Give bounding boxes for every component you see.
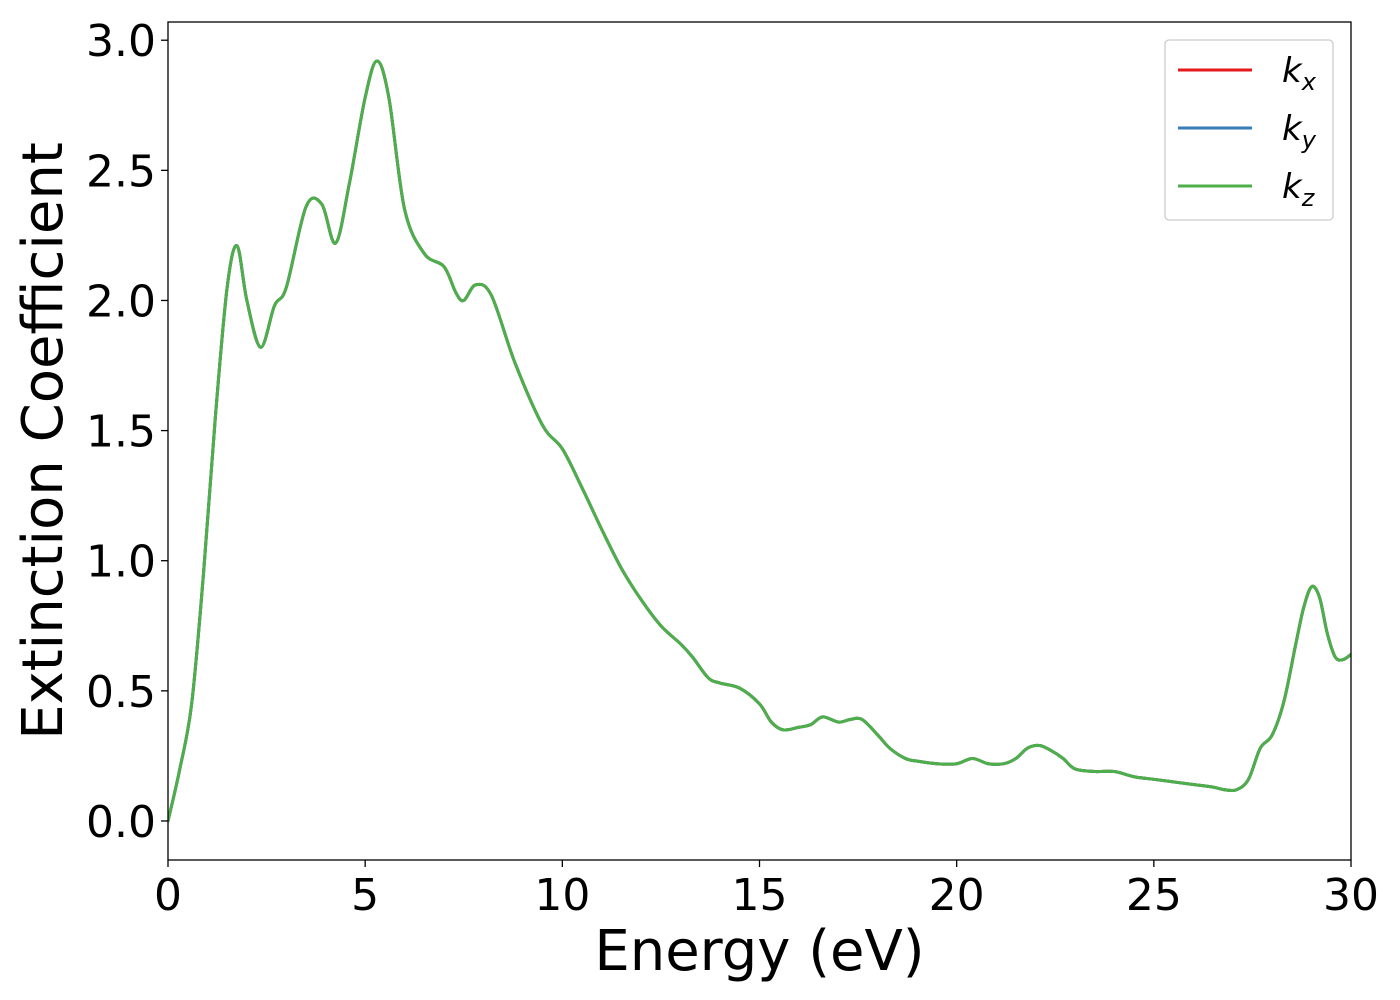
y-tick-label: 1.5 <box>86 407 156 458</box>
y-tick-label: 2.0 <box>86 276 156 327</box>
legend-label-kz: kz <box>1282 167 1316 212</box>
x-tick-label: 5 <box>351 870 379 921</box>
legend-box <box>1164 39 1334 221</box>
y-axis-title: Extinction Coefficient <box>11 142 76 740</box>
y-tick-label: 0.5 <box>86 667 156 718</box>
x-axis-title: Energy (eV) <box>594 919 924 984</box>
x-tick-label: 10 <box>534 870 590 921</box>
x-tick-label: 30 <box>1323 870 1379 921</box>
y-tick-label: 3.0 <box>86 16 156 67</box>
legend: kx ky kz <box>1164 39 1334 221</box>
y-tick-label: 0.0 <box>86 797 156 848</box>
y-tick-label: 2.5 <box>86 146 156 197</box>
series-line-kz <box>168 59 1351 823</box>
y-axis: 0.0 0.5 1.0 1.5 2.0 2.5 3.0 <box>86 16 168 848</box>
x-axis: 0 5 10 15 20 25 30 <box>154 860 1379 921</box>
series-layer <box>168 59 1351 823</box>
x-tick-label: 15 <box>732 870 788 921</box>
x-tick-label: 20 <box>929 870 985 921</box>
y-tick-label: 1.0 <box>86 537 156 588</box>
legend-label-ky: ky <box>1282 109 1317 154</box>
x-tick-label: 25 <box>1126 870 1182 921</box>
legend-label-kx: kx <box>1282 51 1317 96</box>
x-tick-label: 0 <box>154 870 182 921</box>
